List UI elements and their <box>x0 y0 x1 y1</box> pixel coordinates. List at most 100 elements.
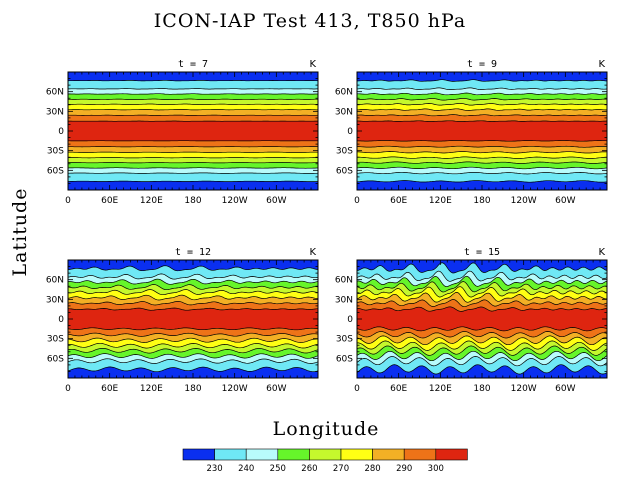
y-tick-label: 60N <box>335 276 353 286</box>
contour-line-300-south <box>357 140 607 142</box>
x-tick-label: 120E <box>140 196 163 206</box>
panel-unit-label: K <box>309 247 316 258</box>
panel-1: 0 60E 120E 180 120W 60W 60N 30N 0 30S 60S t = 7 K <box>46 59 319 206</box>
contour-line-250-north <box>68 93 318 95</box>
y-tick-label: 0 <box>347 127 353 137</box>
contour-line-230-south <box>357 364 607 375</box>
x-tick-label: 0 <box>354 384 360 394</box>
contour-line-250-south <box>68 353 318 359</box>
x-tick-label: 120W <box>222 384 248 394</box>
colorbar-swatch <box>245 448 279 461</box>
band-300 <box>68 308 318 330</box>
y-tick-label: 30S <box>336 335 353 345</box>
x-tick-label: 120W <box>511 384 537 394</box>
contour-line-290-south <box>357 331 607 339</box>
panel-3: 0 60E 120E 180 120W 60W 60N 30N 0 30S 60S t = 12 K <box>46 247 319 394</box>
contour-line-230-south <box>68 180 318 182</box>
contour-line-240-south <box>357 356 607 367</box>
colorbar-label: 240 <box>238 464 254 474</box>
band-300 <box>357 306 607 331</box>
contour-line-240-north <box>68 88 318 90</box>
panel-2: 0 60E 120E 180 120W 60W 60N 30N 0 30S 60S t = 9 K <box>335 59 608 206</box>
y-tick-label: 60S <box>336 166 353 176</box>
y-tick-label: 60S <box>336 354 353 364</box>
x-tick-label: 120E <box>140 384 163 394</box>
y-tick-label: 60S <box>47 354 64 364</box>
colorbar-label: 300 <box>428 464 444 474</box>
panel-time-label: t = 12 <box>175 247 211 258</box>
contour-line-260-north <box>68 98 318 100</box>
panel-4: 0 60E 120E 180 120W 60W 60N 30N 0 30S 60S t = 15 K <box>335 247 608 394</box>
contour-line-280-south <box>68 337 318 343</box>
contour-line-240-north <box>68 273 318 280</box>
y-tick-label: 0 <box>58 127 64 137</box>
x-tick-label: 60W <box>555 384 575 394</box>
contour-line-270-north <box>68 103 318 105</box>
contour-field <box>68 72 318 190</box>
contour-field <box>68 260 318 378</box>
contour-line-270-south <box>357 340 607 351</box>
x-tick-label: 180 <box>184 196 201 206</box>
contour-line-230-south <box>68 366 318 373</box>
contour-line-290-south <box>68 332 318 337</box>
colorbar-swatch <box>403 448 437 461</box>
colorbar-label: 270 <box>333 464 349 474</box>
contour-line-230-north <box>68 265 318 272</box>
colorbar: 230 240 250 260 270 280 290 300 <box>182 448 468 474</box>
y-tick-label: 60N <box>335 88 353 98</box>
contour-line-300-north <box>357 120 607 122</box>
x-tick-label: 180 <box>184 384 201 394</box>
x-tick-label: 60E <box>390 384 407 394</box>
panel-time-label: t = 9 <box>467 59 497 70</box>
x-tick-label: 60W <box>266 384 286 394</box>
colorbar-label: 280 <box>364 464 380 474</box>
y-tick-label: 30S <box>47 335 64 345</box>
colorbar-label: 290 <box>396 464 412 474</box>
contour-line-230-south <box>357 180 607 183</box>
contour-line-270-south <box>68 157 318 159</box>
contour-line-290-north <box>357 114 607 117</box>
colorbar-label: 250 <box>270 464 286 474</box>
x-tick-label: 60E <box>101 196 118 206</box>
panel-time-label: t = 7 <box>178 59 208 70</box>
panel-unit-label: K <box>598 59 605 70</box>
x-tick-label: 120W <box>511 196 537 206</box>
contour-line-250-north <box>357 275 607 287</box>
contour-field <box>357 72 607 190</box>
x-tick-label: 120W <box>222 196 248 206</box>
x-tick-label: 120E <box>429 384 452 394</box>
contour-line-290-north <box>357 299 607 308</box>
x-tick-label: 180 <box>473 384 490 394</box>
y-tick-label: 30N <box>46 295 64 305</box>
panel-time-label: t = 15 <box>464 247 500 258</box>
panel-unit-label: K <box>309 59 316 70</box>
y-tick-label: 30S <box>47 147 64 157</box>
x-tick-label: 60E <box>390 196 407 206</box>
contour-line-250-south <box>357 166 607 170</box>
colorbar-swatch <box>309 448 342 461</box>
colorbar-swatch <box>277 448 310 461</box>
colorbar-label: 230 <box>206 464 222 474</box>
contour-line-280-north <box>68 294 318 301</box>
x-tick-label: 60E <box>101 384 118 394</box>
x-tick-label: 120E <box>429 196 452 206</box>
contour-line-240-south <box>357 171 607 175</box>
contour-line-260-north <box>68 284 318 291</box>
panel-unit-label: K <box>598 247 605 258</box>
x-tick-label: 180 <box>473 196 490 206</box>
y-tick-label: 0 <box>58 315 64 325</box>
chart-title: ICON-IAP Test 413, T850 hPa <box>154 10 466 32</box>
contour-line-300-south <box>68 327 318 331</box>
contour-line-240-south <box>68 172 318 174</box>
band-300 <box>68 121 318 141</box>
colorbar-swatch <box>435 448 468 461</box>
y-axis-label: Latitude <box>9 188 31 277</box>
contour-line-270-south <box>68 342 318 349</box>
y-tick-label: 30S <box>336 147 353 157</box>
y-tick-label: 30N <box>46 107 64 117</box>
y-tick-label: 60N <box>46 88 64 98</box>
contour-line-240-north <box>357 270 607 282</box>
band-300 <box>357 120 607 142</box>
contour-field <box>357 260 607 378</box>
